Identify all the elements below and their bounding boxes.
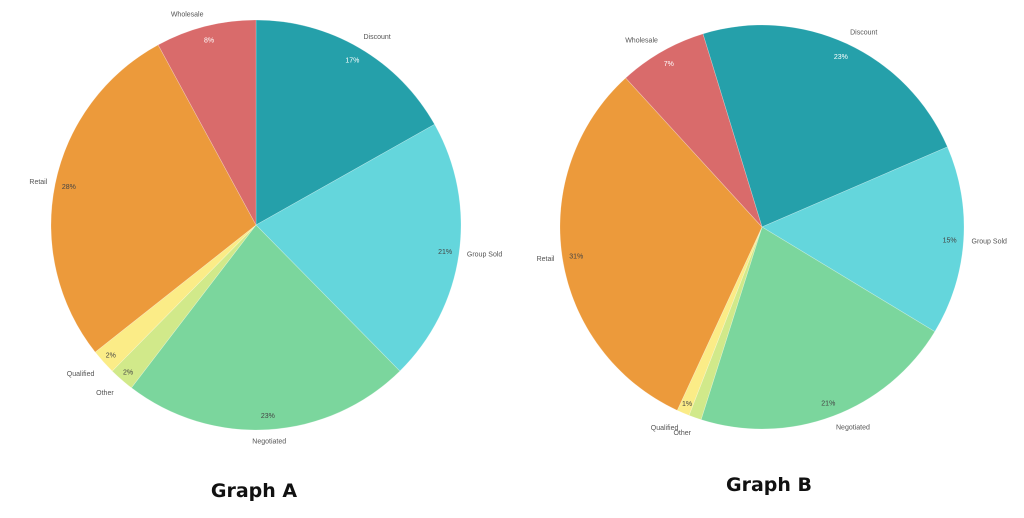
- slice-retail-b: [559, 77, 763, 411]
- slice-other-a: [111, 224, 257, 389]
- slice-label-other-b: Other: [673, 430, 691, 437]
- slice-discount-b: [702, 24, 948, 228]
- slice-label-qualified-a: Qualified: [67, 371, 95, 378]
- slice-discount-a: [255, 19, 435, 226]
- slice-label-group-sold-b: Group Sold: [972, 238, 1008, 245]
- slice-label-negotiated-a: Negotiated: [252, 439, 286, 446]
- slice-label-other-a: Other: [96, 390, 114, 397]
- slice-label-retail-b: Retail: [537, 256, 555, 263]
- slice-label-wholesale-a: Wholesale: [171, 12, 204, 19]
- slice-label-group-sold-a: Group Sold: [467, 252, 503, 259]
- slice-label-discount-a: Discount: [364, 34, 391, 41]
- pie-chart-b: Discount 23% Group Sold 15% Negotiated 21% Oth…: [537, 24, 1008, 437]
- slice-value-wholesale-a: 8%: [204, 37, 214, 44]
- slice-value-wholesale-b: 7%: [664, 61, 674, 68]
- slice-group-sold-b: [761, 146, 965, 333]
- slice-value-other-a: 2%: [123, 370, 133, 377]
- slice-value-negotiated-b: 21%: [821, 400, 835, 407]
- pie-chart-a: Discount 17% Group Sold 21% Negotiated 23% Oth…: [29, 12, 502, 446]
- slice-label-discount-b: Discount: [850, 29, 877, 36]
- slice-value-retail-b: 31%: [569, 253, 583, 260]
- slice-negotiated-b: [700, 226, 936, 430]
- slice-value-qualified-a: 2%: [106, 353, 116, 360]
- slice-value-group-sold-b: 15%: [943, 237, 957, 244]
- slice-value-qualified-b: 1%: [682, 401, 692, 408]
- slice-label-negotiated-b: Negotiated: [836, 425, 870, 432]
- slice-value-group-sold-a: 21%: [438, 249, 452, 256]
- slice-qualified-b: [676, 226, 763, 416]
- slice-group-sold-a: [255, 123, 462, 372]
- slice-qualified-a: [94, 224, 257, 372]
- slice-label-qualified-b: Qualified: [651, 425, 679, 432]
- slice-retail-a: [50, 44, 257, 353]
- slice-wholesale-b: [625, 33, 763, 228]
- slice-label-wholesale-b: Wholesale: [625, 38, 658, 45]
- slice-label-retail-a: Retail: [29, 179, 47, 186]
- slice-value-negotiated-a: 23%: [261, 413, 275, 420]
- slice-value-retail-a: 28%: [62, 184, 76, 191]
- slice-value-discount-a: 17%: [345, 58, 359, 65]
- slice-value-discount-b: 23%: [834, 54, 848, 61]
- caption-graph-b: Graph B: [725, 474, 813, 496]
- slice-negotiated-a: [130, 224, 401, 431]
- slice-other-b: [688, 226, 763, 420]
- caption-graph-a: Graph A: [210, 480, 298, 502]
- slice-wholesale-a: [157, 19, 257, 226]
